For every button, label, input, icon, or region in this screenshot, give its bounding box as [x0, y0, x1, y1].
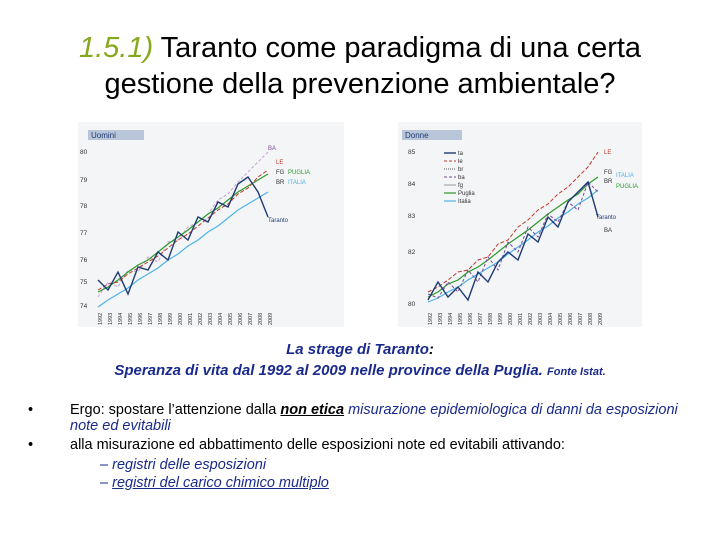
svg-text:1995: 1995 [458, 313, 464, 325]
svg-text:80: 80 [80, 149, 88, 156]
svg-text:1998: 1998 [158, 313, 164, 325]
svg-text:2004: 2004 [218, 313, 224, 325]
chart-uomini: Uomini 80 79 78 77 76 75 74 BA LE FG PUG… [78, 122, 344, 327]
svg-text:PUGLIA: PUGLIA [616, 184, 638, 190]
svg-text:2001: 2001 [518, 313, 524, 325]
chart-donne-header: Donne [405, 131, 429, 140]
svg-text:1993: 1993 [108, 313, 114, 325]
bullet-item: • alla misurazione ed abbattimento delle… [28, 437, 565, 453]
title-line2: gestione della prevenzione ambientale? [104, 68, 616, 100]
svg-text:BA: BA [268, 146, 276, 152]
svg-text:1999: 1999 [498, 313, 504, 325]
svg-text:1998: 1998 [488, 313, 494, 325]
section-number: 1.5.1) [78, 32, 154, 64]
sub-item: – registri del carico chimico multiplo [100, 475, 329, 491]
svg-text:2009: 2009 [598, 313, 604, 325]
svg-text:1993: 1993 [438, 313, 444, 325]
svg-text:83: 83 [408, 213, 416, 220]
svg-text:ba: ba [458, 175, 465, 181]
svg-text:LE: LE [604, 150, 611, 156]
svg-text:Taranto: Taranto [268, 218, 289, 224]
svg-text:2000: 2000 [508, 313, 514, 325]
svg-text:75: 75 [80, 279, 88, 286]
svg-text:2007: 2007 [248, 313, 254, 325]
svg-text:1997: 1997 [148, 313, 154, 325]
svg-text:1994: 1994 [448, 313, 454, 325]
svg-text:1999: 1999 [168, 313, 174, 325]
svg-text:1996: 1996 [468, 313, 474, 325]
svg-text:2001: 2001 [188, 313, 194, 325]
svg-text:1995: 1995 [128, 313, 134, 325]
svg-text:fg: fg [458, 183, 463, 189]
svg-text:2005: 2005 [228, 313, 234, 325]
svg-text:2006: 2006 [238, 313, 244, 325]
svg-text:Puglia: Puglia [458, 191, 475, 197]
svg-text:2005: 2005 [558, 313, 564, 325]
svg-text:82: 82 [408, 249, 416, 256]
svg-text:BR: BR [276, 180, 285, 186]
svg-text:2004: 2004 [548, 313, 554, 325]
svg-text:Italia: Italia [458, 199, 471, 205]
svg-text:77: 77 [80, 230, 88, 237]
bullet-list: • Ergo: spostare l’attenzione dalla non … [28, 402, 698, 492]
svg-text:2008: 2008 [258, 313, 264, 325]
svg-text:2000: 2000 [178, 313, 184, 325]
chart-uomini-header: Uomini [91, 131, 116, 140]
svg-text:2008: 2008 [588, 313, 594, 325]
svg-text:1997: 1997 [478, 313, 484, 325]
svg-text:Taranto: Taranto [596, 215, 617, 221]
svg-text:le: le [458, 159, 463, 165]
svg-text:BA: BA [604, 228, 612, 234]
svg-text:2002: 2002 [528, 313, 534, 325]
bullet-item: • Ergo: spostare l’attenzione dalla non … [28, 402, 678, 434]
svg-text:FG: FG [604, 170, 613, 176]
svg-text:2003: 2003 [208, 313, 214, 325]
slide-title: 1.5.1) Taranto come paradigma di una cer… [20, 30, 700, 102]
svg-text:85: 85 [408, 149, 416, 156]
svg-text:2002: 2002 [198, 313, 204, 325]
svg-text:2009: 2009 [268, 313, 274, 325]
svg-text:2003: 2003 [538, 313, 544, 325]
svg-text:FG: FG [276, 170, 285, 176]
svg-text:76: 76 [80, 257, 88, 264]
caption-source: Fonte Istat. [547, 366, 606, 378]
svg-text:2006: 2006 [568, 313, 574, 325]
caption-subtitle: Speranza di vita dal 1992 al 2009 nelle … [114, 362, 606, 379]
underlined-term: non etica [280, 402, 345, 418]
caption-title: La strage di Taranto: [286, 341, 434, 358]
svg-text:1994: 1994 [118, 313, 124, 325]
svg-text:PUGLIA: PUGLIA [288, 170, 310, 176]
svg-text:80: 80 [408, 301, 416, 308]
title-line1: Taranto come paradigma di una certa [153, 32, 642, 64]
svg-text:br: br [458, 167, 463, 173]
svg-text:1996: 1996 [138, 313, 144, 325]
svg-text:1992: 1992 [98, 313, 104, 325]
svg-text:78: 78 [80, 203, 88, 210]
svg-text:ITALIA: ITALIA [288, 180, 306, 186]
svg-text:2007: 2007 [578, 313, 584, 325]
svg-text:LE: LE [276, 160, 283, 166]
svg-text:ta: ta [458, 151, 464, 157]
svg-text:84: 84 [408, 181, 416, 188]
svg-text:1992: 1992 [428, 313, 434, 325]
svg-text:ITALIA: ITALIA [616, 173, 634, 179]
sub-item: – registri delle esposizioni [100, 457, 267, 473]
chart-donne: Donne 85 84 83 82 80 ta le br ba fg Pugl… [398, 122, 642, 327]
svg-text:79: 79 [80, 177, 88, 184]
svg-text:74: 74 [80, 303, 88, 310]
svg-text:BR: BR [604, 179, 613, 185]
